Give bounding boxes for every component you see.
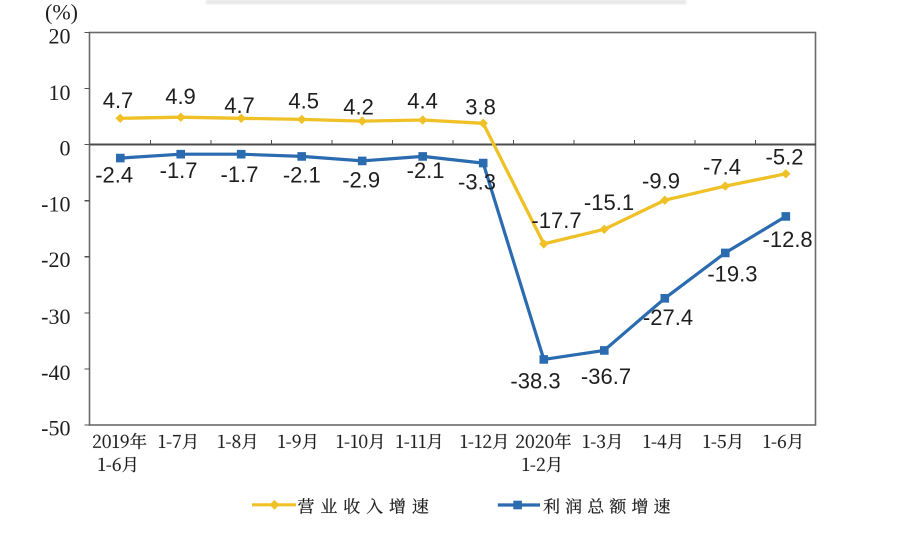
svg-text:10: 10 [49,80,71,105]
svg-text:0: 0 [60,136,71,161]
svg-text:-3.3: -3.3 [458,169,496,194]
svg-text:-2.1: -2.1 [283,163,321,188]
svg-text:(%): (%) [45,0,78,25]
svg-text:-12.8: -12.8 [763,227,813,252]
svg-text:-1.7: -1.7 [221,162,259,187]
svg-text:-36.7: -36.7 [581,364,631,389]
svg-text:-38.3: -38.3 [510,369,560,394]
svg-text:-10: -10 [41,191,70,216]
svg-text:4.9: 4.9 [165,84,196,109]
svg-text:-20: -20 [41,247,70,272]
svg-text:-1.7: -1.7 [160,158,198,183]
svg-text:-27.4: -27.4 [643,305,693,330]
svg-text:4.7: 4.7 [224,93,255,118]
svg-text:-50: -50 [41,416,70,441]
svg-text:-7.4: -7.4 [703,154,741,179]
svg-text:-2.4: -2.4 [95,163,133,188]
svg-text:-2.9: -2.9 [342,168,380,193]
svg-text:-30: -30 [41,304,70,329]
svg-text:-17.7: -17.7 [531,208,581,233]
svg-text:-9.9: -9.9 [642,169,680,194]
svg-text:20: 20 [49,24,71,49]
svg-text:-15.1: -15.1 [584,190,634,215]
svg-text:-5.2: -5.2 [766,145,804,170]
svg-text:4.5: 4.5 [288,88,319,113]
svg-text:4.2: 4.2 [343,95,374,120]
svg-text:-19.3: -19.3 [707,262,757,287]
svg-text:3.8: 3.8 [465,95,496,120]
svg-text:4.4: 4.4 [407,88,438,113]
svg-text:-2.1: -2.1 [407,158,445,183]
svg-text:-40: -40 [41,360,70,385]
svg-text:4.7: 4.7 [103,88,134,113]
